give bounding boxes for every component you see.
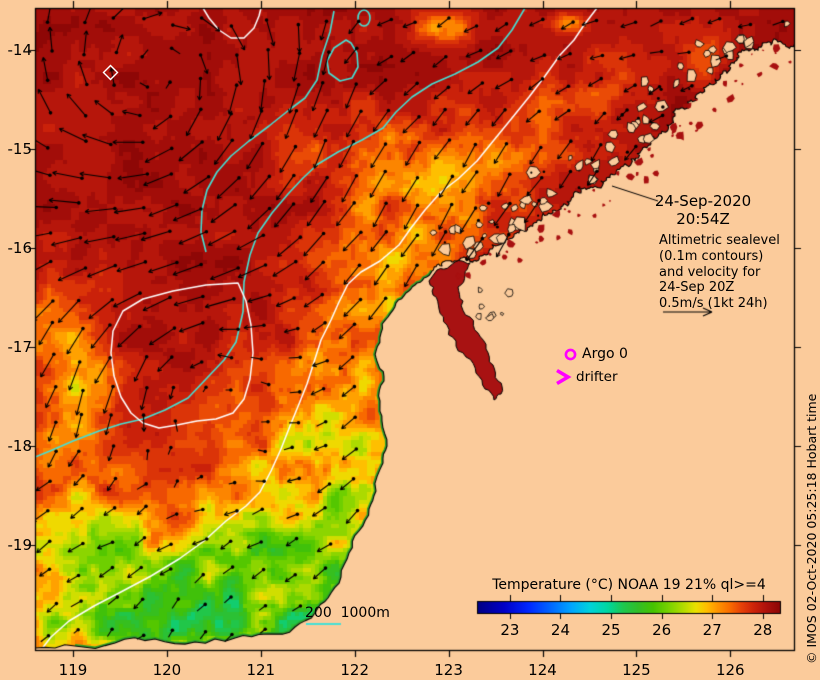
lon-tick-label: 125 <box>622 661 651 679</box>
colorbar-tick-label: 28 <box>753 621 773 639</box>
lat-tick-label: -14 <box>7 41 33 59</box>
info-line: 0.5m/s (1kt 24h) <box>659 296 768 312</box>
argo-label: Argo 0 <box>582 346 628 362</box>
info-line: (0.1m contours) <box>659 248 764 264</box>
drifter-label: drifter <box>576 369 618 385</box>
colorbar-tick-label: 24 <box>550 621 570 639</box>
colorbar-tick-label: 25 <box>601 621 621 639</box>
legend-info-text: Altimetric sealevel (0.1m contours) and ve… <box>659 233 780 312</box>
lon-tick-label: 120 <box>152 661 182 679</box>
info-line: 24-Sep 20Z <box>659 280 735 296</box>
eddy-diamond-marker <box>102 64 119 81</box>
lat-tick-label: -18 <box>7 437 33 455</box>
lon-tick-label: 123 <box>434 661 463 679</box>
credit-text: © IMOS 02-Oct-2020 05:25:18 Hobart time <box>804 393 819 664</box>
lat-tick-label: -15 <box>7 140 33 158</box>
lon-tick-label: 124 <box>528 661 557 679</box>
info-line: Altimetric sealevel <box>659 233 780 248</box>
scalebar-label: 200 1000m <box>305 605 390 621</box>
lat-tick-label: -17 <box>7 338 33 356</box>
argo-marker <box>564 348 577 361</box>
lon-tick-label: 121 <box>246 661 276 679</box>
colorbar-tick-label: 26 <box>652 621 672 639</box>
drifter-marker <box>556 368 572 386</box>
lon-tick-label: 119 <box>58 661 88 679</box>
lon-tick-label: 126 <box>715 661 745 679</box>
colorbar-tick-label: 23 <box>500 621 520 639</box>
timestamp-time: 20:54Z <box>676 210 730 228</box>
colorbar-tick-label: 27 <box>702 621 722 639</box>
timestamp-date: 24-Sep-2020 <box>654 192 752 210</box>
lat-tick-label: -19 <box>7 536 33 554</box>
colorbar-title: Temperature (°C) NOAA 19 21% ql>=4 <box>492 577 766 593</box>
lon-tick-label: 122 <box>340 661 369 679</box>
info-line: and velocity for <box>659 264 761 280</box>
lat-tick-label: -16 <box>7 239 33 257</box>
